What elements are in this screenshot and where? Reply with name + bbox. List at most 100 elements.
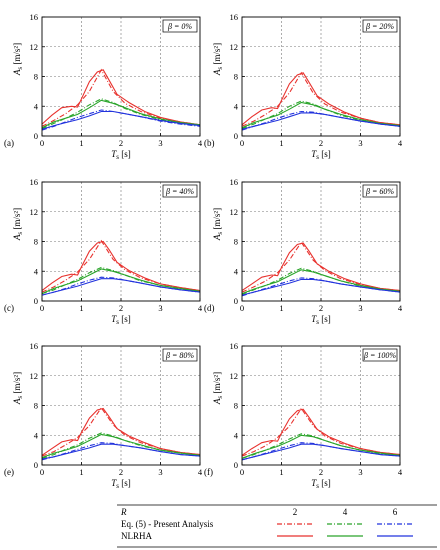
- y-tick-label: 12: [30, 371, 39, 381]
- y-tick-label: 8: [34, 72, 38, 82]
- x-tick-label: 4: [198, 303, 203, 313]
- x-tick-label: 0: [240, 138, 244, 148]
- x-tick-label: 4: [398, 303, 403, 313]
- x-tick-label: 3: [358, 303, 362, 313]
- series-line-r4-nlrha: [241, 434, 401, 459]
- beta-box: [362, 348, 398, 362]
- legend-row-label: Eq. (5) - Present Analysis: [121, 519, 214, 529]
- y-tick-label: 8: [234, 237, 238, 247]
- x-tick-label: 0: [240, 467, 244, 477]
- series-line-r4-nlrha: [241, 269, 401, 295]
- series-line-r4-nlrha: [41, 99, 201, 129]
- series-line-r6-nlrha: [41, 110, 201, 130]
- series-line-r2-eq5: [241, 241, 401, 293]
- x-tick-label: 4: [198, 467, 203, 477]
- x-tick-label: 2: [319, 467, 323, 477]
- x-tick-label: 3: [358, 467, 362, 477]
- x-tick-label: 1: [79, 303, 83, 313]
- x-axis-label: Ts [s]: [111, 149, 131, 161]
- y-tick-label: 8: [34, 237, 38, 247]
- panel-label: (a): [4, 138, 14, 148]
- grid-lines: [42, 182, 200, 301]
- legend: R 2 4 6 Eq. (5) - Present Analysis NLRHA: [117, 504, 437, 548]
- x-axis-label: Ts [s]: [311, 314, 331, 326]
- x-tick-label: 1: [279, 138, 283, 148]
- series-line-r2-nlrha: [241, 72, 401, 126]
- beta-box: [162, 184, 198, 198]
- series-line-r6-nlrha: [41, 443, 201, 460]
- beta-label: β = 60%: [365, 187, 394, 196]
- beta-box: [162, 19, 198, 33]
- y-tick-label: 0: [34, 131, 38, 141]
- legend-r-value: 2: [293, 507, 298, 517]
- y-tick-label: 8: [234, 72, 238, 82]
- series-line-r6-nlrha: [41, 278, 201, 296]
- y-tick-label: 4: [234, 266, 239, 276]
- legend-r-value: 4: [343, 507, 348, 517]
- series-line-r2-nlrha: [41, 240, 201, 292]
- series-line-r4-nlrha: [241, 101, 401, 129]
- series-line-r4-nlrha: [41, 268, 201, 295]
- series-line-r2-nlrha: [241, 242, 401, 292]
- legend-row-label: NLRHA: [121, 531, 152, 541]
- beta-box: [362, 184, 398, 198]
- x-axis-label: Ts [s]: [311, 478, 331, 490]
- panel-label: (b): [204, 138, 215, 148]
- y-tick-label: 12: [230, 207, 239, 217]
- y-axis-label: As [m/s²]: [12, 372, 24, 405]
- x-tick-label: 2: [119, 467, 123, 477]
- legend-r-value: 6: [393, 507, 398, 517]
- beta-box: [362, 19, 398, 33]
- x-tick-label: 1: [79, 467, 83, 477]
- y-tick-label: 16: [30, 12, 39, 22]
- series-line-r6-nlrha: [241, 278, 401, 296]
- beta-label: β = 100%: [363, 351, 396, 360]
- y-tick-label: 8: [34, 401, 38, 411]
- x-tick-label: 0: [40, 467, 44, 477]
- series-line-r2-eq5: [41, 406, 201, 457]
- beta-label: β = 40%: [165, 187, 194, 196]
- y-tick-label: 12: [30, 207, 39, 217]
- x-tick-label: 0: [40, 303, 44, 313]
- x-tick-label: 3: [358, 138, 362, 148]
- y-tick-label: 12: [230, 42, 239, 52]
- x-tick-label: 4: [398, 467, 403, 477]
- y-axis-label: As [m/s²]: [212, 43, 224, 76]
- x-tick-label: 4: [398, 138, 403, 148]
- x-tick-label: 0: [40, 138, 44, 148]
- series-line-r6-eq5: [241, 277, 401, 297]
- x-tick-label: 3: [158, 303, 162, 313]
- series-line-r6-eq5: [241, 442, 401, 461]
- panel-label: (e): [4, 467, 14, 477]
- series-line-r2-nlrha: [241, 408, 401, 456]
- y-axis-label: As [m/s²]: [12, 43, 24, 76]
- series-line-r2-eq5: [41, 68, 201, 127]
- y-tick-label: 12: [30, 42, 39, 52]
- series-line-r6-eq5: [241, 110, 401, 131]
- series-line-r6-nlrha: [241, 443, 401, 461]
- beta-box: [162, 348, 198, 362]
- x-tick-label: 2: [319, 138, 323, 148]
- y-tick-label: 4: [234, 101, 239, 111]
- series-line-r6-nlrha: [241, 112, 401, 130]
- x-tick-label: 2: [119, 138, 123, 148]
- series-line-r2-nlrha: [41, 69, 201, 126]
- y-tick-label: 12: [230, 371, 239, 381]
- x-tick-label: 1: [279, 467, 283, 477]
- x-axis-label: Ts [s]: [311, 149, 331, 161]
- y-tick-label: 4: [34, 430, 39, 440]
- legend-header: R: [120, 507, 127, 517]
- grid-lines: [42, 346, 200, 465]
- x-axis-label: Ts [s]: [111, 314, 131, 326]
- beta-label: β = 80%: [165, 351, 194, 360]
- y-tick-label: 4: [34, 266, 39, 276]
- panel-label: (c): [4, 303, 14, 313]
- y-tick-label: 0: [234, 460, 238, 470]
- y-axis-label: As [m/s²]: [212, 208, 224, 241]
